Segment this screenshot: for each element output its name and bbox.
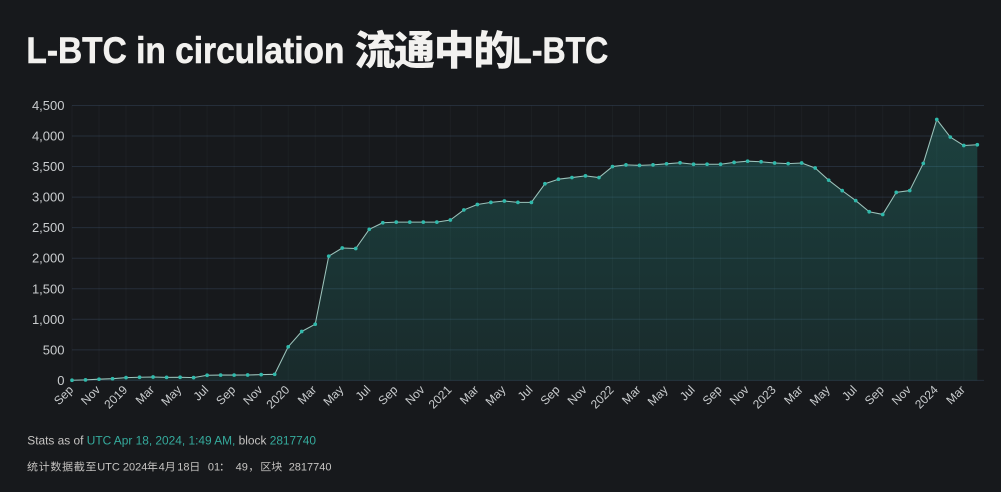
svg-text:L-BTC in circulation: L-BTC in circulation [26,30,344,71]
svg-text:500: 500 [43,342,65,357]
svg-text:0: 0 [57,373,64,388]
svg-text:4,500: 4,500 [32,98,65,113]
svg-text:4: 4 [159,462,165,474]
svg-text:3,500: 3,500 [32,159,65,174]
svg-text:4,000: 4,000 [32,129,65,144]
svg-text:2,000: 2,000 [32,251,65,266]
svg-text:L-BTC: L-BTC [512,30,608,71]
svg-text:1,000: 1,000 [32,312,65,327]
svg-text:1,500: 1,500 [32,281,65,296]
svg-text:49: 49 [236,462,248,474]
svg-text:18: 18 [177,462,189,474]
svg-text:UTC 2024: UTC 2024 [97,462,147,474]
svg-text:3,000: 3,000 [32,190,65,205]
svg-text:2817740: 2817740 [289,462,332,474]
svg-text:01: 01 [208,462,220,474]
svg-text:Stats as of UTC Apr 18, 2024,: Stats as of UTC Apr 18, 2024, 1:49 AM, b… [27,434,316,448]
svg-text:2,500: 2,500 [32,220,65,235]
